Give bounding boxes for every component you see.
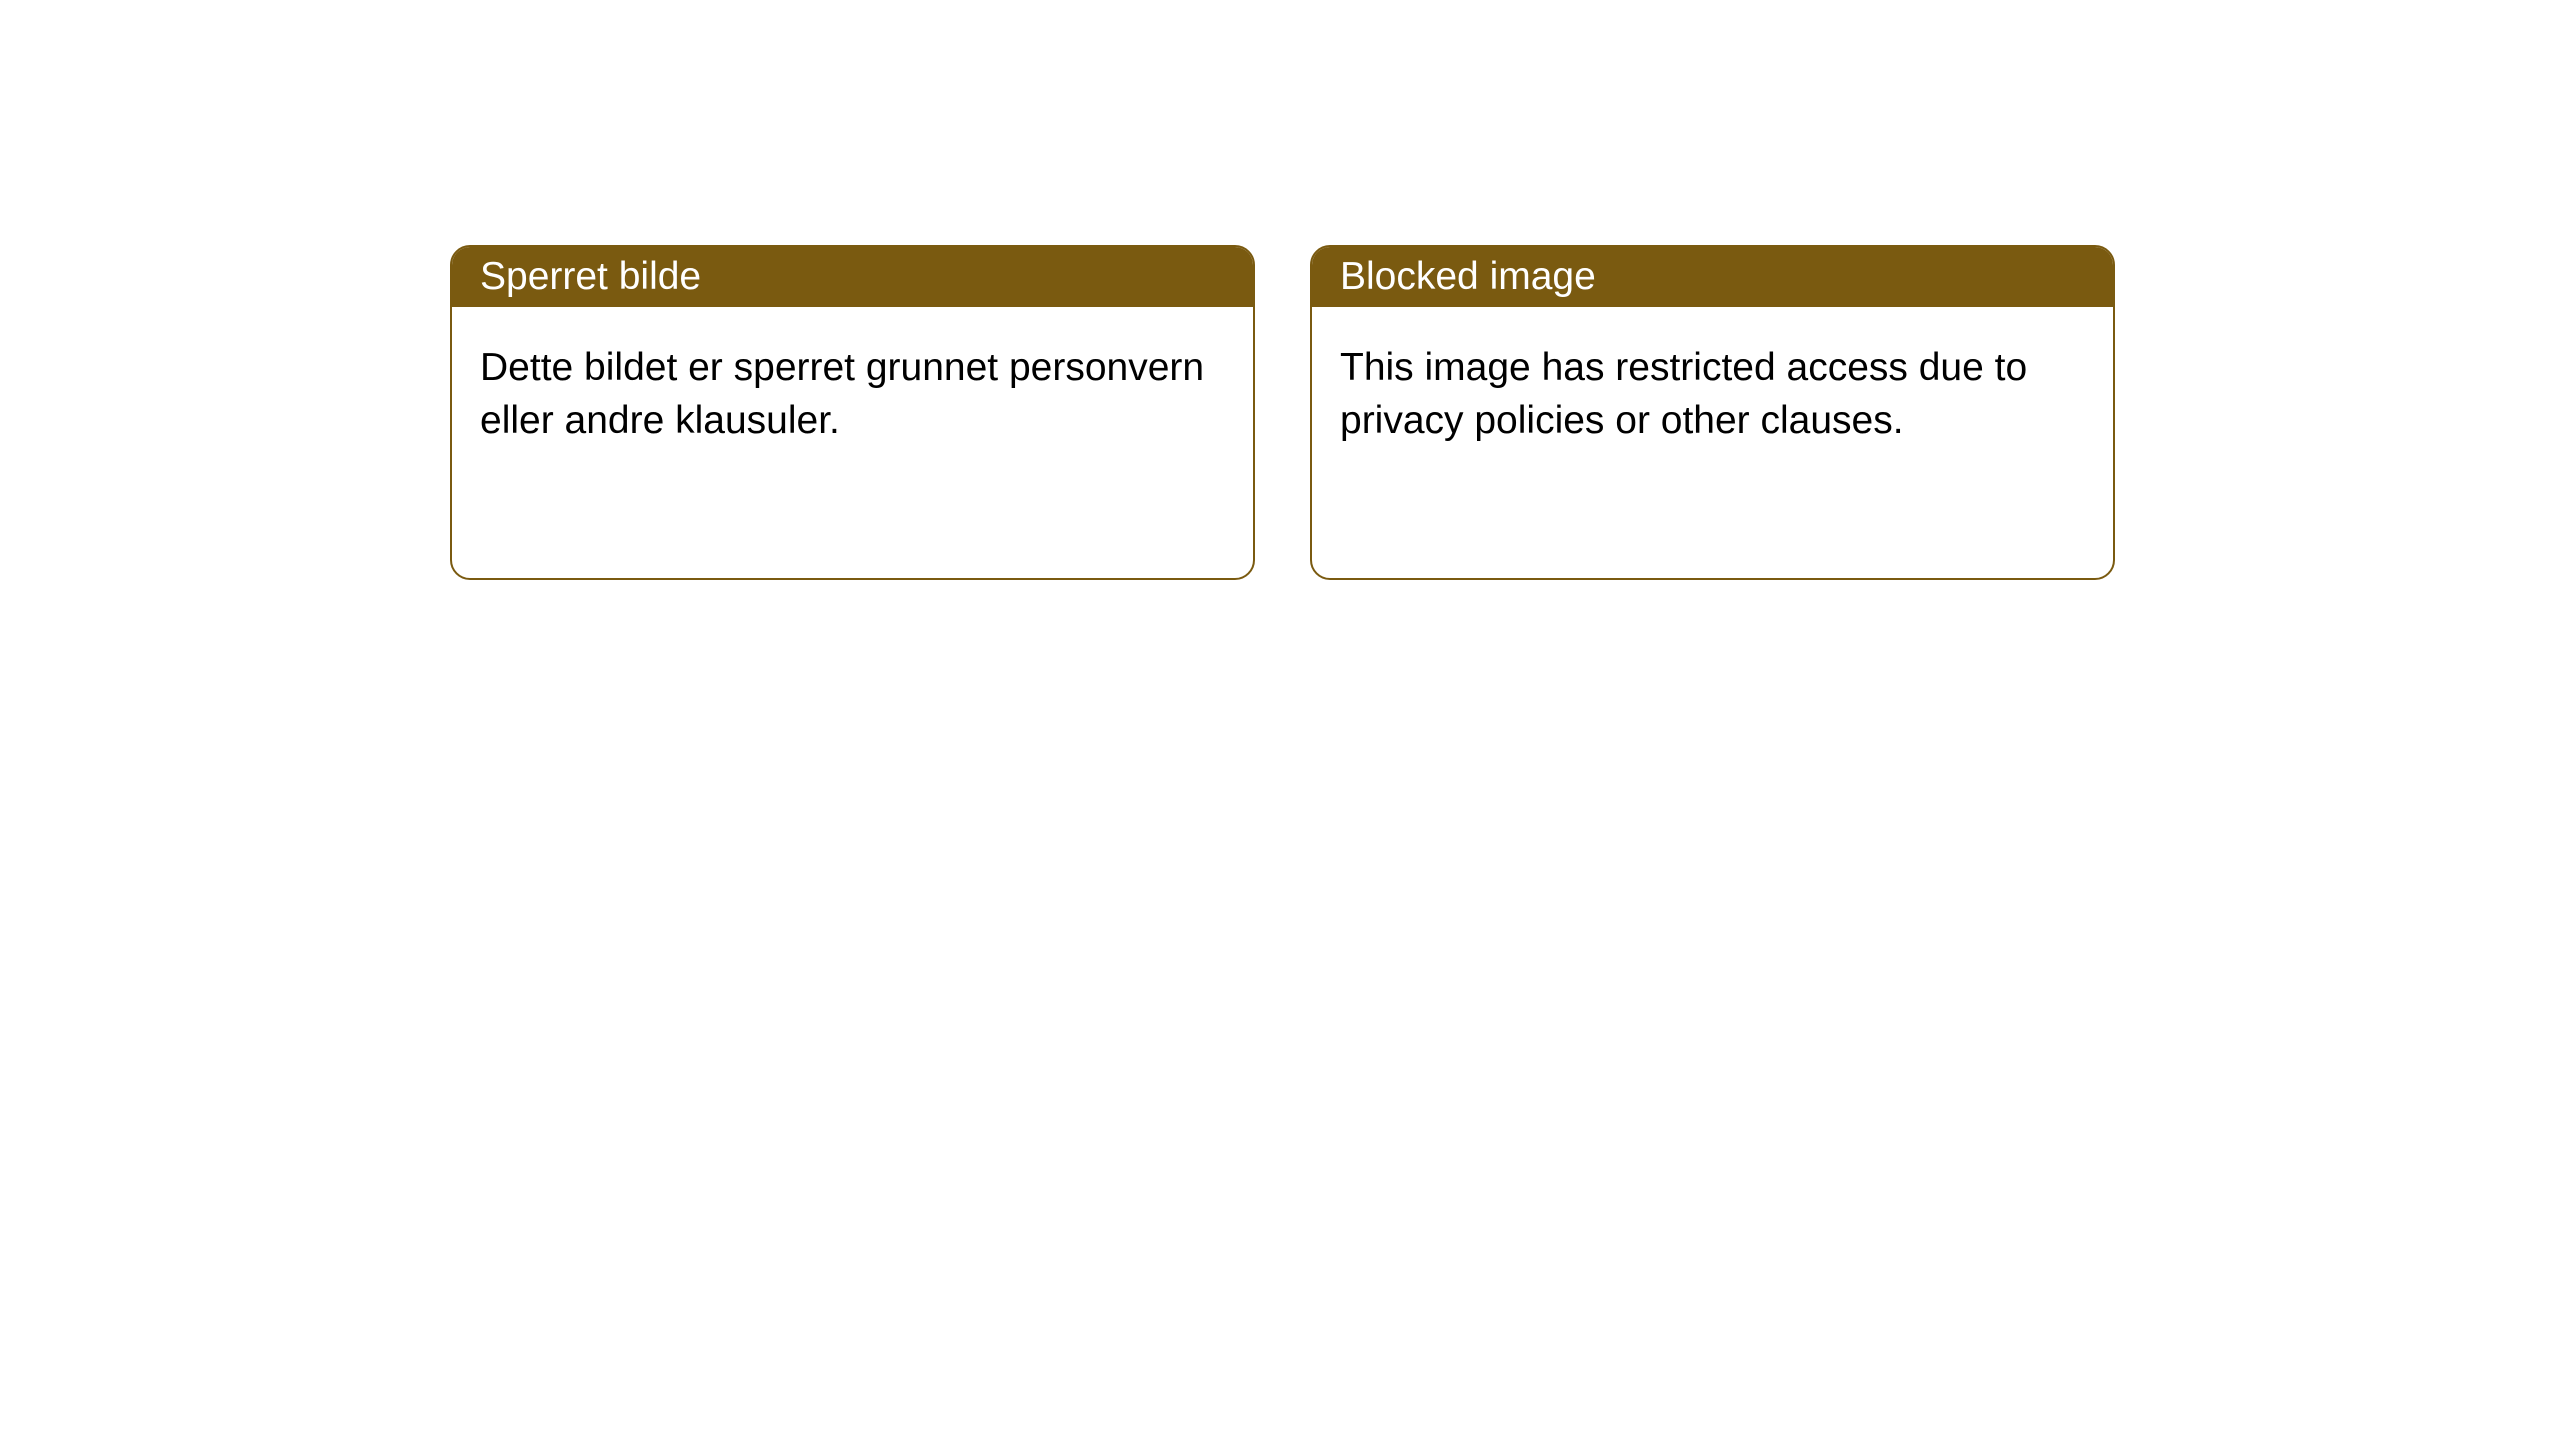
card-header: Sperret bilde bbox=[452, 247, 1253, 307]
card-header: Blocked image bbox=[1312, 247, 2113, 307]
card-body: Dette bildet er sperret grunnet personve… bbox=[452, 307, 1253, 482]
notice-card-norwegian: Sperret bilde Dette bildet er sperret gr… bbox=[450, 245, 1255, 580]
notice-container: Sperret bilde Dette bildet er sperret gr… bbox=[0, 0, 2560, 580]
card-body: This image has restricted access due to … bbox=[1312, 307, 2113, 482]
card-body-text: Dette bildet er sperret grunnet personve… bbox=[480, 346, 1204, 442]
card-body-text: This image has restricted access due to … bbox=[1340, 346, 2027, 442]
notice-card-english: Blocked image This image has restricted … bbox=[1310, 245, 2115, 580]
card-header-text: Blocked image bbox=[1340, 255, 1596, 299]
card-header-text: Sperret bilde bbox=[480, 255, 701, 299]
